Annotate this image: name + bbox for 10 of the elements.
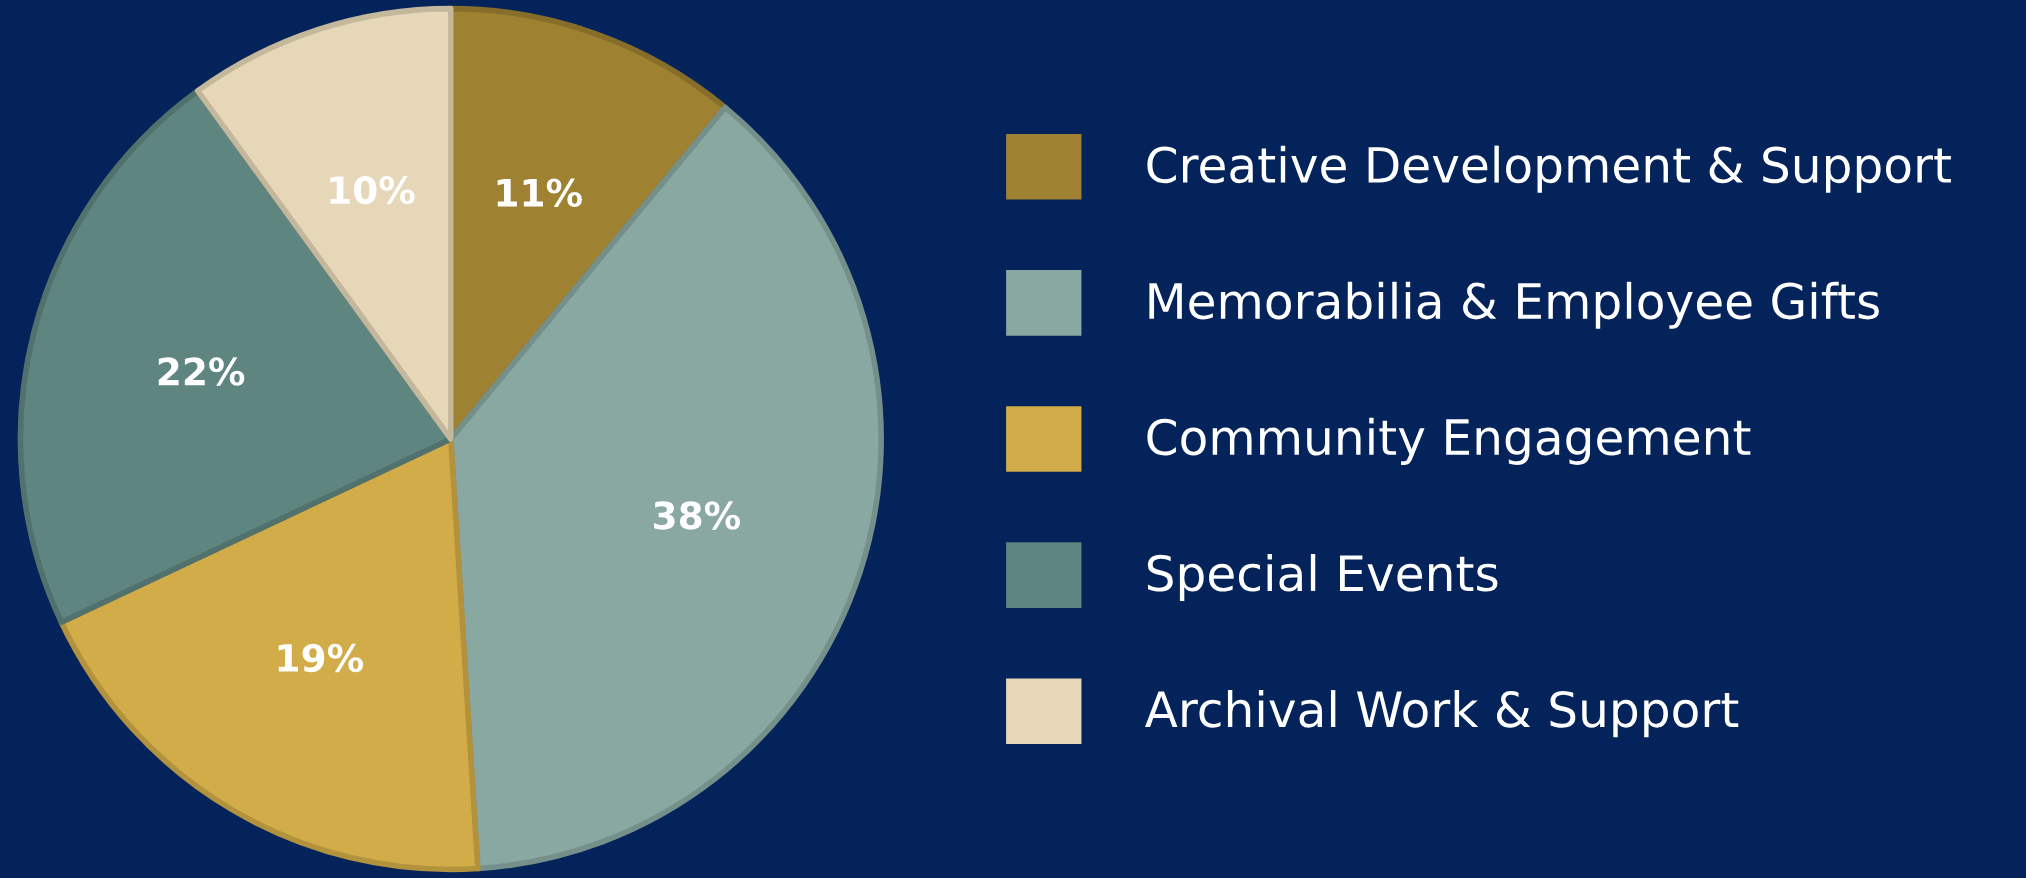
legend-label: Archival Work & Support xyxy=(1145,690,1739,738)
data-label: 10% xyxy=(330,175,415,205)
data-label: 38% xyxy=(654,501,741,530)
data-label: 19% xyxy=(278,643,364,673)
legend-label: Creative Development & Support xyxy=(1147,145,1951,193)
legend-label: Memorabilia & Employee Gifts xyxy=(1149,281,1879,329)
legend-label: Special Events xyxy=(1147,553,1498,602)
data-label: 11% xyxy=(497,178,582,207)
legend-label: Community Engagement xyxy=(1147,417,1751,465)
data-label: 22% xyxy=(158,357,245,386)
